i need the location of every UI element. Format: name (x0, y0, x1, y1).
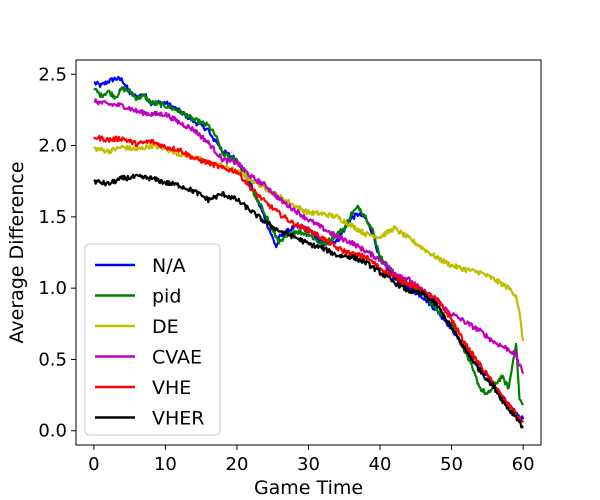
legend-label: VHE (152, 377, 191, 399)
series-line-4 (93, 134, 525, 424)
y-axis-ticks: 0.0 0.5 1.0 1.5 2.0 2.5 (38, 64, 76, 442)
series-layer (93, 75, 525, 429)
legend-label: VHER (152, 408, 205, 430)
legend-label: DE (152, 316, 179, 338)
x-axis-ticks: 0 10 20 30 40 50 60 (88, 445, 535, 475)
y-tick-label: 0.0 (38, 421, 67, 442)
y-axis-label: Average Difference (6, 161, 28, 343)
x-tick-label: 40 (369, 454, 392, 475)
y-tick-label: 2.5 (38, 64, 67, 85)
legend-label: N/A (152, 255, 186, 277)
x-tick-label: 0 (88, 454, 99, 475)
x-tick-label: 50 (440, 454, 463, 475)
y-tick-label: 1.0 (38, 278, 67, 299)
y-tick-label: 1.5 (38, 207, 67, 228)
x-axis-label: Game Time (254, 477, 363, 499)
series-line-1 (93, 85, 525, 406)
x-tick-label: 60 (512, 454, 535, 475)
x-tick-label: 30 (297, 454, 320, 475)
legend: N/A pid DE CVAE VHE VHER (84, 243, 221, 436)
y-tick-label: 2.0 (38, 136, 67, 157)
series-line-3 (93, 98, 525, 375)
legend-label: CVAE (152, 347, 202, 369)
x-tick-label: 10 (154, 454, 177, 475)
series-line-5 (93, 173, 525, 429)
legend-label: pid (152, 286, 181, 308)
x-tick-label: 20 (226, 454, 249, 475)
y-tick-label: 0.5 (38, 349, 67, 370)
